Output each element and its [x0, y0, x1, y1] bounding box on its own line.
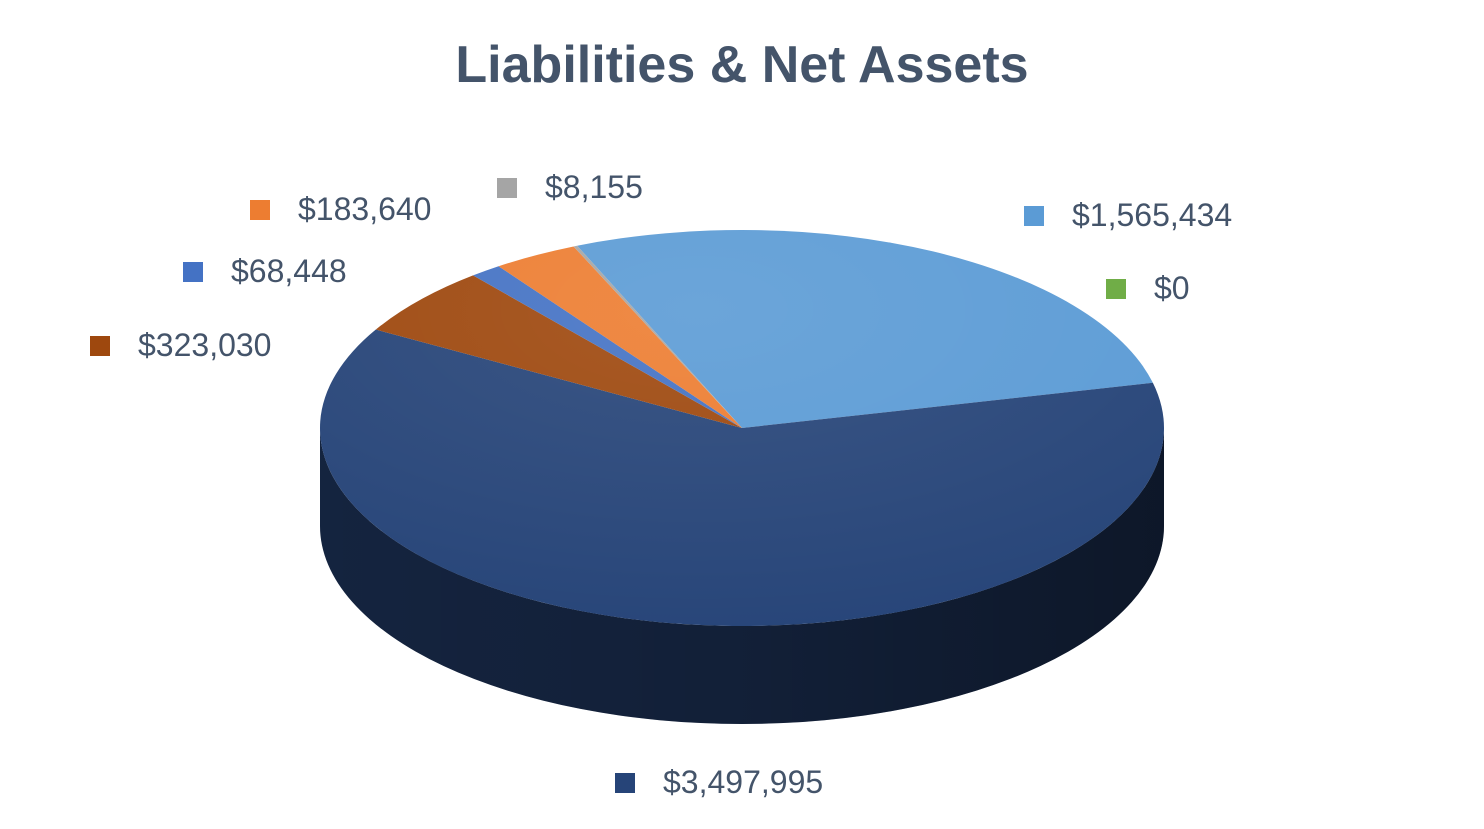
data-label-0: $1,565,434 — [1072, 197, 1232, 233]
data-label-3: $323,030 — [138, 327, 271, 363]
label-marker-2 — [615, 773, 635, 793]
data-label-2: $3,497,995 — [663, 764, 823, 800]
slice-side-shade-2 — [320, 428, 1164, 724]
label-marker-4 — [183, 262, 203, 282]
label-marker-1 — [1106, 279, 1126, 299]
data-labels: $1,565,434 $0 $3,497,995 $323,030 $68,448 $18… — [90, 169, 1232, 800]
label-marker-0 — [1024, 206, 1044, 226]
pie-slices — [319, 230, 1164, 626]
chart-title: Liabilities & Net Assets — [455, 36, 1028, 94]
label-marker-6 — [497, 178, 517, 198]
data-label-1: $0 — [1154, 270, 1190, 306]
pie-sides — [320, 428, 1164, 724]
data-label-4: $68,448 — [231, 253, 347, 289]
pie-top-highlight — [320, 230, 1164, 626]
label-marker-5 — [250, 200, 270, 220]
data-label-6: $8,155 — [545, 169, 643, 205]
data-label-5: $183,640 — [298, 191, 431, 227]
label-marker-3 — [90, 336, 110, 356]
